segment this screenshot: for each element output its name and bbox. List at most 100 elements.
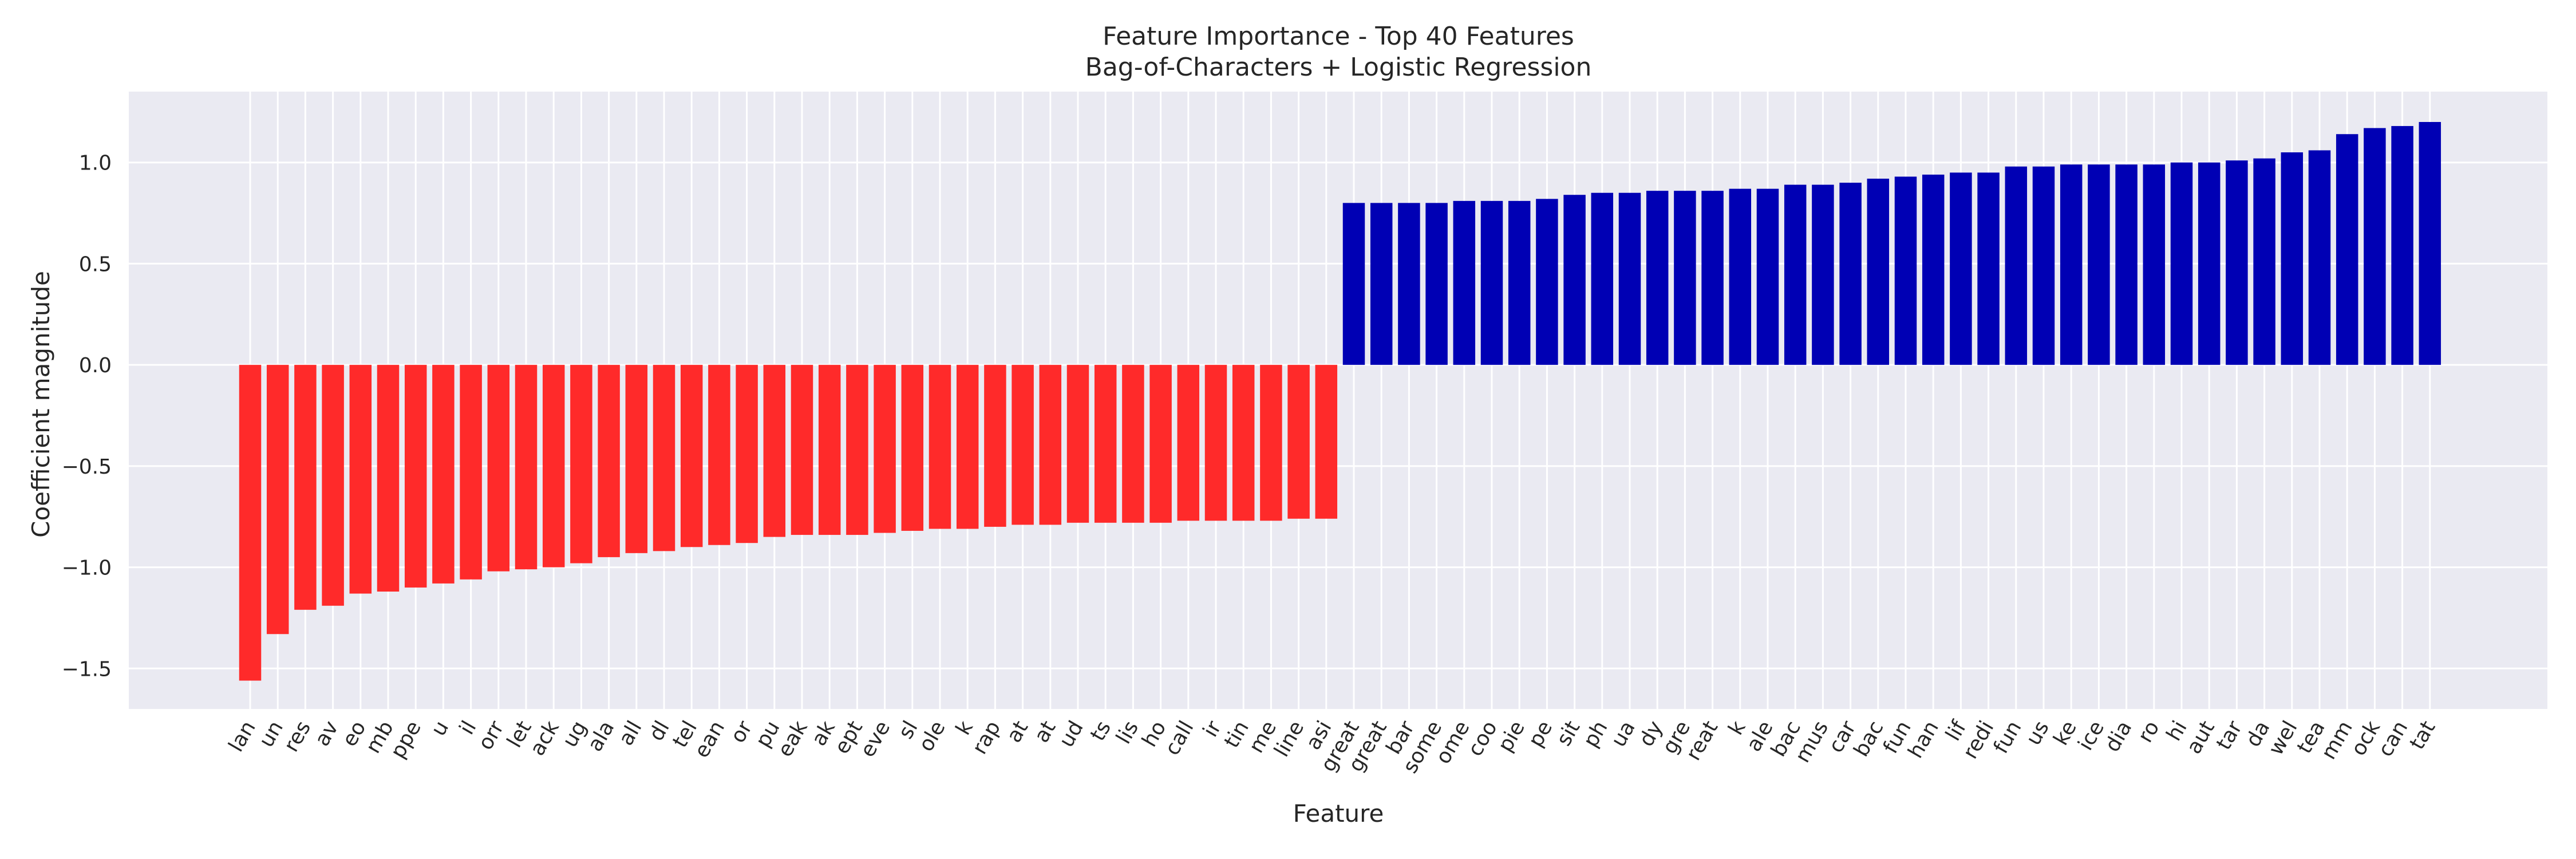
bar bbox=[680, 365, 703, 547]
bar bbox=[2032, 166, 2055, 365]
bar bbox=[598, 365, 620, 557]
y-tick-label: −1.5 bbox=[62, 657, 112, 681]
x-tick-label: res bbox=[279, 717, 315, 756]
bar bbox=[1839, 183, 1862, 365]
bar bbox=[1701, 191, 1724, 365]
bar bbox=[266, 365, 289, 635]
bar bbox=[1453, 200, 1476, 365]
bar bbox=[2281, 152, 2304, 365]
x-tick-label: us bbox=[2021, 717, 2053, 750]
bar bbox=[2336, 134, 2358, 365]
x-tick-label: pie bbox=[1494, 717, 1530, 756]
x-tick-label: dia bbox=[2100, 717, 2136, 756]
bars bbox=[239, 122, 2441, 681]
bar bbox=[929, 365, 951, 529]
x-tick-label: ice bbox=[2074, 717, 2109, 754]
bar bbox=[1370, 203, 1393, 365]
chart-title: Feature Importance - Top 40 Features bbox=[1103, 22, 1574, 51]
x-tick-label: ph bbox=[1579, 717, 1612, 751]
chart-subtitle: Bag-of-Characters + Logistic Regression bbox=[1085, 53, 1592, 82]
bar bbox=[322, 365, 344, 606]
bar bbox=[708, 365, 730, 545]
y-axis-label: Coefficient magnitude bbox=[27, 271, 55, 538]
bar bbox=[2115, 164, 2138, 365]
bar bbox=[377, 365, 400, 592]
bar bbox=[2308, 150, 2331, 365]
x-tick-label: all bbox=[614, 717, 647, 750]
bar bbox=[1260, 365, 1282, 521]
y-axis-ticks: −1.5 −1.0 −0.5 0.0 0.5 1.0 bbox=[62, 152, 112, 681]
x-tick-label: ts bbox=[1086, 717, 1116, 745]
bar bbox=[2170, 162, 2193, 365]
x-tick-label: call bbox=[1160, 717, 1198, 759]
bar bbox=[1618, 192, 1641, 365]
bar bbox=[625, 365, 648, 553]
y-tick-label: 1.0 bbox=[79, 152, 112, 175]
bar bbox=[2253, 158, 2275, 365]
y-tick-label: −0.5 bbox=[62, 455, 112, 479]
bar bbox=[653, 365, 675, 551]
x-axis-label: Feature bbox=[1293, 799, 1384, 828]
bar bbox=[2364, 128, 2386, 365]
bar bbox=[1784, 184, 1807, 365]
bar bbox=[1756, 188, 1779, 365]
x-tick-label: tar bbox=[2212, 717, 2247, 754]
bar bbox=[846, 365, 868, 535]
bar bbox=[1591, 192, 1614, 365]
x-tick-label: wel bbox=[2264, 717, 2302, 759]
bar bbox=[2088, 164, 2110, 365]
bar bbox=[1122, 365, 1144, 523]
bar bbox=[1894, 176, 1917, 365]
x-tick-label: aut bbox=[2182, 717, 2219, 758]
x-tick-label: lan bbox=[224, 717, 260, 756]
x-tick-label: av bbox=[310, 717, 343, 750]
bar bbox=[901, 365, 924, 531]
bar bbox=[1536, 199, 1558, 365]
bar bbox=[542, 365, 565, 568]
x-tick-label: ole bbox=[914, 717, 950, 755]
bar bbox=[791, 365, 813, 535]
bar bbox=[874, 365, 896, 533]
bar bbox=[1674, 191, 1696, 365]
bar bbox=[1232, 365, 1255, 521]
x-tick-label: ala bbox=[583, 717, 619, 755]
bar bbox=[1177, 365, 1200, 521]
bar bbox=[1039, 365, 1062, 525]
bar bbox=[487, 365, 510, 572]
x-tick-label: at bbox=[1002, 717, 1033, 747]
y-tick-label: 0.0 bbox=[79, 354, 112, 377]
x-tick-label: lis bbox=[1112, 717, 1143, 748]
bar bbox=[1287, 365, 1310, 519]
bar bbox=[460, 365, 482, 580]
x-tick-label: ua bbox=[1607, 717, 1640, 751]
x-tick-label: pe bbox=[1524, 717, 1557, 751]
bar bbox=[736, 365, 758, 543]
bar bbox=[1563, 195, 1586, 365]
bar bbox=[1480, 200, 1503, 365]
x-tick-label: eve bbox=[856, 717, 895, 761]
bar bbox=[1977, 172, 2000, 365]
bar bbox=[2143, 164, 2166, 365]
bar bbox=[2391, 126, 2413, 365]
bar bbox=[2226, 160, 2248, 365]
bar bbox=[1729, 188, 1752, 365]
x-tick-label: eak bbox=[773, 717, 812, 761]
bar bbox=[1425, 203, 1448, 365]
x-tick-label: rap bbox=[968, 717, 1005, 758]
x-tick-label: ean bbox=[690, 717, 729, 762]
y-tick-label: −1.0 bbox=[62, 557, 112, 580]
bar bbox=[2060, 164, 2083, 365]
bar bbox=[1315, 365, 1338, 519]
x-tick-label: u bbox=[426, 717, 453, 740]
x-tick-label: or bbox=[726, 717, 757, 747]
bar bbox=[763, 365, 786, 537]
bar bbox=[1342, 203, 1365, 365]
bar bbox=[1094, 365, 1117, 523]
x-tick-label: sit bbox=[1552, 717, 1585, 750]
x-tick-label: ro bbox=[2134, 717, 2164, 747]
bar bbox=[2419, 122, 2441, 365]
x-tick-label: fun bbox=[1989, 717, 2026, 758]
bar bbox=[1812, 184, 1834, 365]
